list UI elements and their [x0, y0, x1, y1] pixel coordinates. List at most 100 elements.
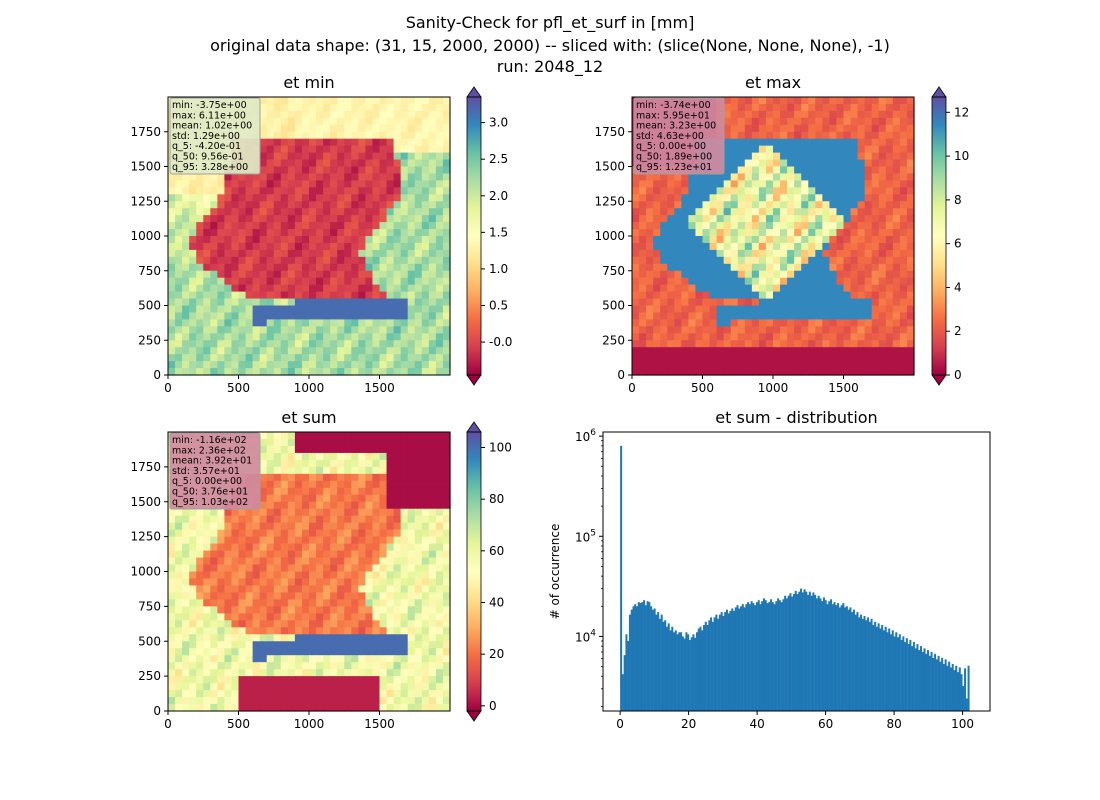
heatmap-cell	[379, 655, 388, 663]
heatmap-cell	[210, 229, 218, 237]
heatmap-cell	[815, 354, 823, 362]
heatmap-cell	[709, 242, 718, 251]
heatmap-cell	[337, 145, 345, 154]
heatmap-cell	[787, 270, 795, 279]
heatmap-cell	[435, 368, 444, 376]
heatmap-cell	[414, 613, 423, 621]
heatmap-cell	[379, 208, 388, 216]
heatmap-cell	[660, 354, 668, 362]
heatmap-cell	[730, 222, 739, 230]
heatmap-cell	[224, 229, 233, 237]
heatmap-cell	[906, 312, 915, 320]
heatmap-cell	[372, 152, 381, 161]
heatmap-cell	[442, 354, 451, 362]
heatmap-cell	[365, 557, 374, 566]
heatmap-cell	[393, 277, 402, 286]
heatmap-cell	[808, 236, 816, 244]
heatmap-cell	[316, 152, 324, 161]
heatmap-cell	[238, 571, 247, 580]
heatmap-cell	[787, 152, 795, 161]
heatmap-cell	[428, 368, 437, 376]
heatmap-cell	[351, 201, 359, 209]
heatmap-cell	[730, 312, 739, 320]
heatmap-cells	[168, 97, 451, 376]
heatmap-cell	[280, 515, 289, 524]
heatmap-cell	[751, 284, 760, 293]
heatmap-cell	[379, 487, 388, 496]
heatmap-cell	[280, 585, 289, 594]
heatmap-cell	[442, 194, 451, 202]
heatmap-cell	[773, 159, 781, 168]
heatmap-cell	[744, 340, 753, 348]
heatmap-cell	[716, 263, 725, 272]
heatmap-cell	[238, 291, 247, 300]
heatmap-cell	[407, 683, 416, 691]
heatmap-cell	[351, 277, 359, 286]
heatmap-cell	[379, 340, 388, 348]
heatmap-cell	[414, 438, 423, 447]
heatmap-cell	[301, 222, 310, 230]
heatmap-cell	[344, 669, 352, 677]
heatmap-cell	[407, 312, 416, 320]
heatmap-cell	[337, 242, 345, 251]
heatmap-cell	[238, 704, 247, 712]
heatmap-cell	[330, 697, 338, 705]
heatmap-cell	[751, 305, 760, 314]
heatmap-cell	[892, 173, 901, 181]
heatmap-cell	[301, 690, 310, 698]
heatmap-cell	[217, 690, 225, 698]
heatmap-cell	[885, 291, 894, 300]
heatmap-cell	[365, 529, 374, 538]
heatmap-cell	[780, 103, 788, 112]
heatmap-cell	[906, 340, 915, 348]
heatmap-cell	[716, 354, 725, 362]
heatmap-cell	[646, 242, 654, 251]
heatmap-cell	[287, 215, 296, 223]
heatmap-cell	[217, 564, 225, 573]
heatmap-cell	[182, 578, 190, 587]
heatmap-cell	[287, 543, 296, 552]
heatmap-cell	[351, 229, 359, 237]
heatmap-cell	[857, 340, 866, 348]
heatmap-cell	[224, 620, 233, 628]
heatmap-cell	[301, 145, 310, 154]
heatmap-cell	[217, 187, 225, 195]
heatmap-cell	[892, 312, 901, 320]
heatmap-cell	[259, 291, 268, 300]
heatmap-cell	[358, 284, 366, 293]
heatmap-cell	[280, 333, 289, 341]
heatmap-cell	[344, 201, 352, 209]
heatmap-cell	[203, 634, 211, 642]
heatmap-cell	[217, 242, 225, 251]
heatmap-cell	[323, 473, 331, 482]
heatmap-cell	[386, 229, 395, 237]
heatmap-cell	[780, 222, 788, 230]
stats-box-background	[169, 97, 261, 175]
heatmap-cell	[442, 236, 451, 244]
heatmap-cell	[857, 229, 866, 237]
heatmap-cell	[435, 564, 444, 573]
heatmap-cell	[196, 697, 204, 705]
heatmap-cell	[822, 208, 830, 216]
heatmap-cell	[815, 361, 823, 369]
heatmap-cell	[379, 194, 388, 202]
heatmap-cell	[379, 201, 388, 209]
heatmap-cell	[414, 655, 423, 663]
heatmap-cell	[836, 291, 845, 300]
heatmap-cell	[850, 270, 859, 279]
heatmap-cell	[646, 270, 654, 279]
heatmap-cell	[857, 249, 866, 258]
heatmap-cell	[337, 270, 345, 279]
heatmap-cell	[716, 222, 725, 230]
heatmap-cell	[386, 368, 395, 376]
heatmap-cell	[808, 256, 816, 265]
heatmap-cell	[252, 620, 261, 628]
heatmap-cell	[351, 194, 359, 202]
heatmap-cell	[316, 242, 324, 251]
heatmap-cell	[632, 333, 640, 341]
heatmap-cell	[681, 236, 689, 244]
heatmap-cell	[393, 124, 402, 133]
heatmap-cell	[723, 312, 732, 320]
heatmap-cell	[850, 180, 859, 188]
